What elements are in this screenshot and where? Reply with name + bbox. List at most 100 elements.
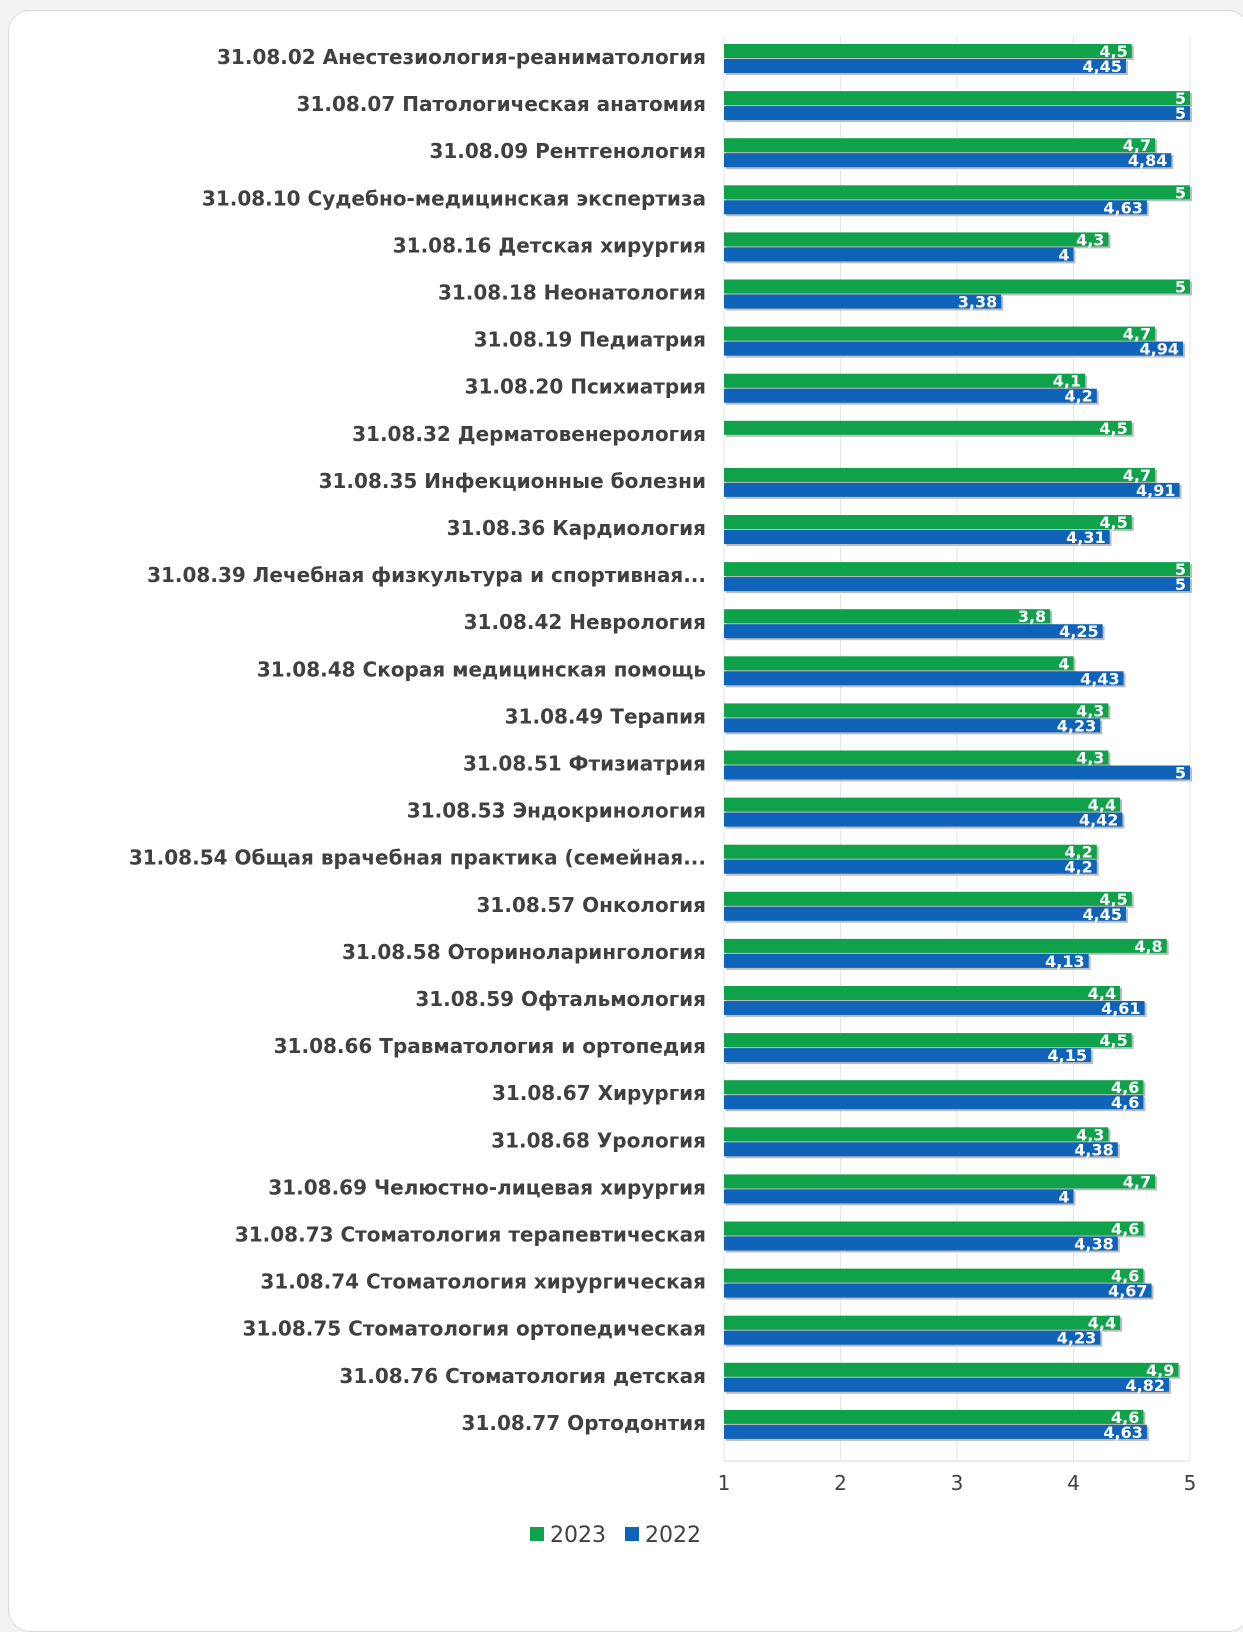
bar-2023 [724,1315,1121,1330]
bar-2022 [724,1236,1118,1251]
bar-2022 [724,1377,1170,1392]
bar-2023 [724,891,1132,906]
bar-2022 [724,106,1190,121]
data-label-2023: 3,8 [1018,607,1046,626]
data-label-2022: 4,91 [1136,481,1175,500]
data-label-2022: 4,45 [1082,57,1121,76]
data-label-2022: 4,2 [1064,387,1092,406]
data-label-2023: 5 [1175,183,1186,202]
data-label-2023: 4,3 [1076,230,1104,249]
legend-label-2023: 2023 [550,1523,606,1548]
data-label-2023: 4,7 [1123,325,1151,344]
bar-2023 [724,420,1132,435]
category-label: 31.08.73 Стоматология терапевтическая [235,1223,706,1247]
bar-2022 [724,812,1123,827]
bar-2022 [724,624,1103,639]
bar-2022 [724,1048,1091,1063]
data-label-2023: 4,7 [1123,466,1151,485]
category-label: 31.08.18 Неонатология [438,281,706,305]
data-label-2023: 4,2 [1064,843,1092,862]
bar-2023 [724,1409,1144,1424]
bar-2023 [724,467,1156,482]
bar-2023 [724,562,1190,577]
bar-2022 [724,1095,1144,1110]
bar-2023 [724,797,1121,812]
bar-2022 [724,247,1074,262]
category-label: 31.08.36 Кардиология [447,516,706,540]
bar-2022 [724,953,1089,968]
bar-2023 [724,185,1190,200]
data-label-2023: 4,3 [1076,701,1104,720]
category-label: 31.08.53 Эндокринология [407,799,706,823]
category-label: 31.08.57 Онкология [477,893,706,917]
bar-2022 [724,1283,1152,1298]
bar-2023 [724,1362,1179,1377]
category-label: 31.08.09 Рентгенология [429,139,706,163]
category-label: 31.08.19 Педиатрия [474,328,706,352]
bar-2023 [724,1127,1109,1142]
data-label-2023: 5 [1175,278,1186,297]
bar-2023 [724,1033,1132,1048]
data-label-2022: 4,94 [1140,340,1179,359]
category-label: 31.08.74 Стоматология хирургическая [260,1270,706,1294]
data-label-2022: 4,13 [1045,952,1084,971]
legend-swatch-2022 [625,1527,639,1541]
bar-2023 [724,703,1109,718]
data-label-2022: 5 [1175,104,1186,123]
data-label-2023: 4,6 [1111,1078,1139,1097]
category-label: 31.08.16 Детская хирургия [393,233,706,257]
bar-2023 [724,91,1190,106]
bar-2022 [724,1001,1145,1015]
data-label-2022: 4,15 [1047,1046,1086,1065]
data-label-2022: 4,31 [1066,528,1105,547]
category-label: 31.08.20 Психиатрия [465,375,706,399]
data-label-2022: 4,61 [1101,999,1140,1018]
data-label-2022: 4,42 [1079,811,1118,830]
bar-2022 [724,59,1126,73]
category-label: 31.08.67 Хирургия [492,1081,706,1105]
bar-2022 [724,482,1180,497]
bar-2023 [724,1174,1156,1189]
data-label-2022: 4,63 [1103,1423,1142,1442]
data-label-2022: 4,23 [1057,1329,1096,1348]
x-tick-label: 2 [834,1471,847,1495]
category-label: 31.08.58 Оториноларингология [342,940,706,964]
bar-2022 [724,718,1101,733]
category-label: 31.08.77 Ортодонтия [462,1411,706,1435]
data-label-2023: 4,4 [1088,1314,1116,1333]
data-label-2022: 4,2 [1064,858,1092,877]
bar-2023 [724,938,1167,953]
bar-2023 [724,1080,1144,1095]
data-label-2023: 4,6 [1111,1267,1139,1286]
data-label-2023: 4,4 [1088,984,1116,1003]
category-label: 31.08.10 Судебно-медицинская экспертиза [202,186,706,210]
bar-2023 [724,373,1086,388]
bar-2022 [724,200,1147,215]
bar-2022 [724,671,1124,686]
bar-2023 [724,232,1109,247]
data-label-2022: 5 [1175,575,1186,594]
bar-2023 [724,844,1097,859]
bar-2022 [724,153,1172,168]
x-tick-label: 4 [1067,1471,1080,1495]
bar-2023 [724,1221,1144,1236]
data-label-2022: 5 [1175,764,1186,783]
category-label: 31.08.54 Общая врачебная практика (семей… [129,846,706,870]
data-label-2023: 5 [1175,89,1186,108]
data-label-2023: 4,7 [1123,1172,1151,1191]
legend-swatch-2023 [530,1527,544,1541]
bar-2022 [724,859,1097,874]
bar-2022 [724,1330,1101,1345]
bar-2023 [724,986,1121,1000]
data-label-2023: 4,9 [1146,1361,1174,1380]
category-label: 31.08.49 Терапия [505,704,706,728]
data-label-2023: 4,3 [1076,749,1104,768]
x-tick-label: 1 [718,1471,731,1495]
category-label: 31.08.75 Стоматология ортопедическая [243,1317,707,1341]
bar-2022 [724,294,1002,309]
category-label: 31.08.07 Патологическая анатомия [297,92,706,116]
data-label-2022: 4 [1058,1187,1069,1206]
data-label-2022: 4,45 [1082,905,1121,924]
category-label: 31.08.69 Челюстно-лицевая хирургия [268,1175,706,1199]
